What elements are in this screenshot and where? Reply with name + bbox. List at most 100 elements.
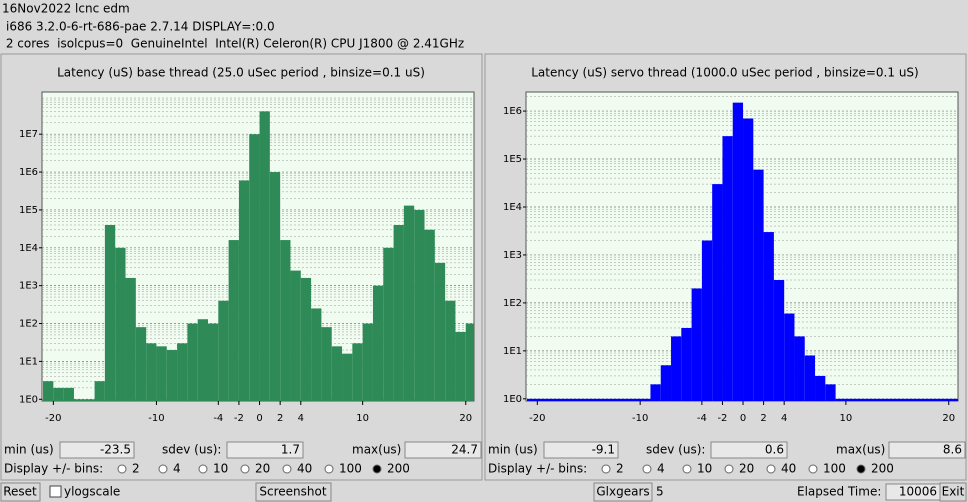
bar bbox=[465, 323, 474, 401]
bin-radio[interactable] bbox=[240, 464, 250, 474]
exit-button[interactable] bbox=[939, 482, 967, 502]
x-tick-label: 20 bbox=[459, 413, 472, 424]
bar bbox=[115, 247, 126, 401]
stat-box bbox=[543, 441, 619, 459]
bar bbox=[815, 375, 826, 401]
bar bbox=[403, 205, 415, 401]
bin-radio[interactable] bbox=[198, 464, 208, 474]
bin-radio[interactable] bbox=[372, 464, 382, 474]
x-tick-label: -4 bbox=[697, 413, 707, 424]
glxgears-count: 5 bbox=[656, 485, 664, 499]
x-tick-label: 4 bbox=[298, 413, 304, 424]
stat-label: min (us) bbox=[4, 443, 54, 457]
bar bbox=[835, 398, 958, 401]
bin-radio[interactable] bbox=[324, 464, 334, 474]
y-tick-label: 1E7 bbox=[19, 129, 38, 140]
bin-option: 200 bbox=[387, 462, 410, 476]
x-tick-label: 10 bbox=[356, 413, 369, 424]
bar bbox=[135, 327, 147, 401]
x-tick-label: -10 bbox=[148, 413, 164, 424]
stat-label: max(us) bbox=[836, 443, 885, 457]
x-tick-label: -10 bbox=[632, 413, 648, 424]
bar bbox=[342, 353, 353, 401]
header-line: 16Nov2022 lcnc edm bbox=[2, 2, 130, 16]
bar bbox=[804, 355, 816, 401]
bin-option: 40 bbox=[297, 462, 312, 476]
bins-label: Display +/- bins: bbox=[4, 462, 103, 476]
stat-label: sdev (us): bbox=[646, 443, 705, 457]
bar bbox=[671, 336, 682, 401]
reset-button[interactable] bbox=[0, 482, 41, 502]
x-tick-label: -2 bbox=[234, 413, 244, 424]
bar bbox=[177, 343, 188, 401]
bar bbox=[94, 381, 105, 401]
bar bbox=[722, 136, 733, 401]
bar bbox=[794, 336, 805, 401]
bar bbox=[393, 224, 404, 401]
bin-radio[interactable] bbox=[856, 464, 866, 474]
bin-option: 2 bbox=[616, 462, 624, 476]
bar bbox=[125, 277, 136, 401]
bar bbox=[43, 381, 54, 401]
bin-radio[interactable] bbox=[808, 464, 818, 474]
stat-value: -23.5 bbox=[100, 443, 131, 457]
y-tick-label: 1E2 bbox=[19, 319, 38, 330]
bin-option: 20 bbox=[255, 462, 270, 476]
bin-option: 20 bbox=[739, 462, 754, 476]
glxgears-label: Glxgears bbox=[596, 485, 649, 499]
y-tick-label: 1E1 bbox=[503, 346, 522, 357]
stat-label: sdev (us): bbox=[162, 443, 221, 457]
bin-radio[interactable] bbox=[642, 464, 652, 474]
bar bbox=[527, 398, 651, 401]
bar bbox=[773, 280, 785, 401]
bar bbox=[218, 300, 229, 401]
elapsed-label: Elapsed Time: bbox=[797, 485, 881, 499]
bar bbox=[362, 323, 373, 401]
reset-label: Reset bbox=[3, 485, 37, 499]
exit-label: Exit bbox=[942, 485, 965, 499]
bin-radio[interactable] bbox=[682, 464, 692, 474]
chart-title: Latency (uS) base thread (25.0 uSec peri… bbox=[57, 66, 425, 80]
bar bbox=[228, 240, 239, 401]
x-tick-label: -4 bbox=[213, 413, 223, 424]
bar bbox=[352, 343, 363, 401]
stat-box bbox=[404, 441, 482, 459]
stat-value: -9.1 bbox=[592, 443, 615, 457]
bin-radio[interactable] bbox=[282, 464, 292, 474]
bar bbox=[763, 232, 774, 401]
x-tick-label: 4 bbox=[781, 413, 787, 424]
x-tick-label: -2 bbox=[717, 413, 727, 424]
bins-label: Display +/- bins: bbox=[488, 462, 587, 476]
bin-option: 40 bbox=[781, 462, 796, 476]
bin-radio[interactable] bbox=[766, 464, 776, 474]
bar bbox=[238, 180, 250, 401]
bar bbox=[372, 285, 384, 401]
ylogscale-checkbox[interactable] bbox=[49, 485, 62, 498]
stat-label: max(us) bbox=[352, 443, 401, 457]
bar bbox=[321, 327, 332, 401]
bar bbox=[73, 399, 85, 401]
bar bbox=[753, 169, 764, 401]
stat-value: 8.6 bbox=[943, 443, 962, 457]
chart-title: Latency (uS) servo thread (1000.0 uSec p… bbox=[531, 66, 918, 80]
bin-radio[interactable] bbox=[724, 464, 734, 474]
glxgears-button[interactable] bbox=[593, 482, 653, 502]
bar bbox=[650, 384, 661, 401]
bar bbox=[300, 277, 312, 401]
y-tick-label: 1E1 bbox=[19, 356, 38, 367]
bar bbox=[187, 323, 198, 401]
bin-radio[interactable] bbox=[158, 464, 168, 474]
bin-radio[interactable] bbox=[117, 464, 127, 474]
screenshot-button[interactable] bbox=[255, 482, 332, 502]
y-tick-label: 1E4 bbox=[19, 243, 38, 254]
stat-value: 1.7 bbox=[281, 443, 300, 457]
bar bbox=[434, 262, 446, 401]
bin-radio[interactable] bbox=[601, 464, 611, 474]
bar bbox=[259, 111, 270, 401]
screenshot-label: Screenshot bbox=[259, 485, 326, 499]
bar bbox=[691, 288, 702, 401]
bin-option: 4 bbox=[657, 462, 665, 476]
bar bbox=[53, 387, 64, 401]
bar bbox=[455, 331, 466, 401]
y-tick-label: 1E5 bbox=[19, 205, 38, 216]
